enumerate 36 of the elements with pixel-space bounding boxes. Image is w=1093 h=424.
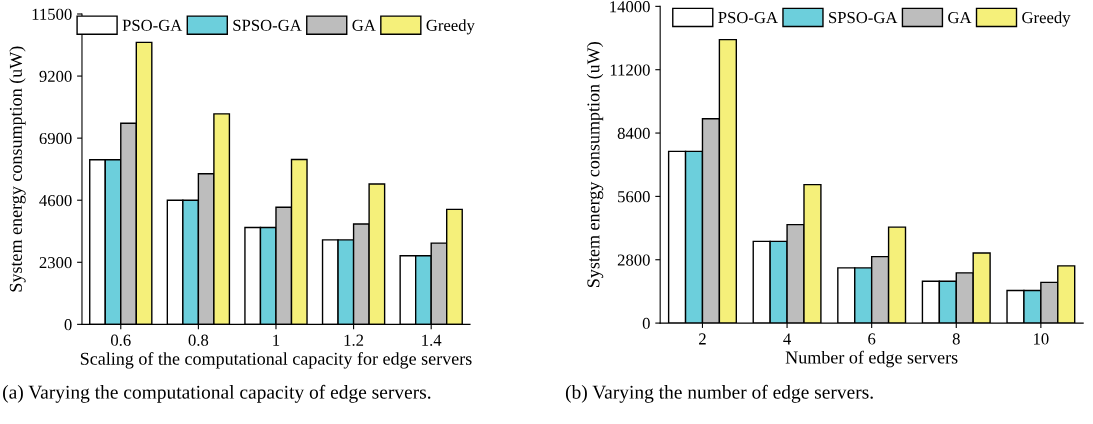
x-axis-title: Scaling of the computational capacity for edge servers — [80, 351, 472, 369]
x-tick-label: 10 — [1034, 333, 1049, 345]
legend-label: PSO-GA — [122, 19, 183, 31]
y-tick-label: 11200 — [610, 64, 650, 76]
text: (a) Varying the computational capacity of edge servers. — [3, 384, 431, 403]
x-tick-label: 1.4 — [422, 334, 442, 346]
legend-label: Greedy — [1022, 11, 1071, 27]
legend-label: SPSO-GA — [829, 11, 898, 24]
y-tick-label: 0 — [64, 319, 72, 331]
y-tick-label: 8400 — [617, 127, 650, 139]
y-tick-label: 2800 — [617, 254, 650, 266]
y-tick-label: 9200 — [39, 70, 72, 83]
legend-label: PSO-GA — [718, 11, 778, 24]
y-axis-title: System energy consumption (uW) — [586, 42, 604, 287]
x-tick-label: 4 — [783, 333, 791, 345]
legend-label: GA — [352, 19, 376, 31]
y-tick-label: 2300 — [39, 256, 72, 269]
x-tick-label: 0.6 — [111, 334, 131, 346]
legend-label: GA — [948, 11, 972, 24]
y-axis-title: System energy consumption (uW) — [9, 46, 26, 292]
y-tick-label: 14000 — [610, 1, 650, 13]
legend-label: Greedy — [426, 19, 475, 35]
x-tick-label: 6 — [868, 333, 876, 345]
y-tick-label: 0 — [642, 317, 650, 330]
x-tick-label: 8 — [952, 333, 960, 345]
legend-label: SPSO-GA — [233, 19, 302, 31]
x-tick-label: 0.8 — [188, 334, 209, 346]
y-tick-label: 5600 — [618, 191, 650, 203]
y-tick-label: 6900 — [39, 132, 72, 145]
y-tick-label: 4600 — [39, 194, 72, 207]
x-axis-title: Number of edge servers — [785, 350, 958, 368]
x-tick-label: 1 — [273, 334, 280, 346]
x-tick-label: 2 — [699, 333, 706, 345]
text: (b) Varying the number of edge servers. — [565, 384, 873, 403]
x-tick-label: 1.2 — [344, 334, 364, 346]
y-tick-label: 11500 — [32, 8, 72, 20]
